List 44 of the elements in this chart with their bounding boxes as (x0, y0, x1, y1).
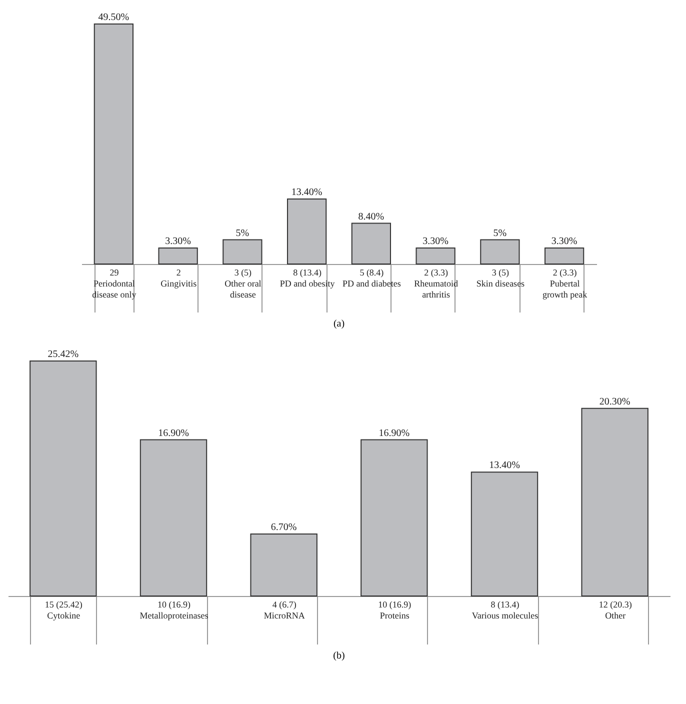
data-label: 49.50% (98, 12, 130, 23)
x-tick-label: 29 Periodontal disease only (92, 268, 137, 300)
data-label: 16.90% (158, 428, 189, 439)
bar (470, 472, 538, 596)
bar (94, 24, 134, 264)
data-label: 3.30% (551, 236, 578, 247)
bar (480, 239, 520, 264)
x-tick-label: 10 (16.9) Metalloproteinases (140, 600, 209, 620)
data-label: 13.40% (489, 460, 520, 472)
x-tick-label: 10 (16.9) Proteins (378, 600, 412, 620)
bar (351, 222, 391, 264)
x-tick-label: 12 (20.3) Other (598, 600, 632, 620)
bar (581, 408, 648, 596)
data-label: 3.30% (422, 236, 448, 247)
data-label: 25.42% (48, 349, 79, 360)
x-tick-label: 8 (13.4) Various molecules (472, 600, 539, 620)
data-label: 16.90% (378, 428, 410, 439)
bar (140, 439, 208, 596)
bar (416, 248, 456, 264)
bar (30, 360, 97, 596)
data-label: 6.70% (270, 522, 297, 534)
x-tick-label: 2 (3.3) Rheumatoid arthritis (414, 268, 459, 300)
x-tick-label: 4 (6.7) MicroRNA (264, 600, 306, 620)
data-label: 20.30% (599, 396, 630, 408)
data-label: 5% (493, 228, 507, 239)
bar (158, 248, 198, 264)
x-tick-label: 15 (25.42) Cytokine (44, 600, 82, 620)
bar (360, 439, 428, 596)
x-tick-label: 3 (5) Skin diseases (476, 268, 526, 288)
data-label: 3.30% (165, 236, 191, 247)
data-label: 13.40% (291, 187, 322, 198)
x-tick-label: 8 (13.4) PD and obesity (280, 268, 336, 288)
bar (250, 534, 318, 596)
bar (544, 248, 584, 264)
bar (222, 239, 262, 264)
x-tick-label: 5 (8.4) PD and diabetes (342, 268, 402, 288)
bar (287, 198, 327, 264)
x-tick-label: 2 Gingivitis (160, 268, 198, 288)
x-tick-label: 3 (5) Other oral disease (224, 268, 262, 300)
data-label: 8.40% (358, 211, 384, 222)
data-label: 5% (236, 228, 250, 239)
text: (b) (333, 650, 345, 662)
text: (a) (333, 318, 345, 330)
x-tick-label: 2 (3.3) Pubertal growth peak (542, 268, 588, 300)
